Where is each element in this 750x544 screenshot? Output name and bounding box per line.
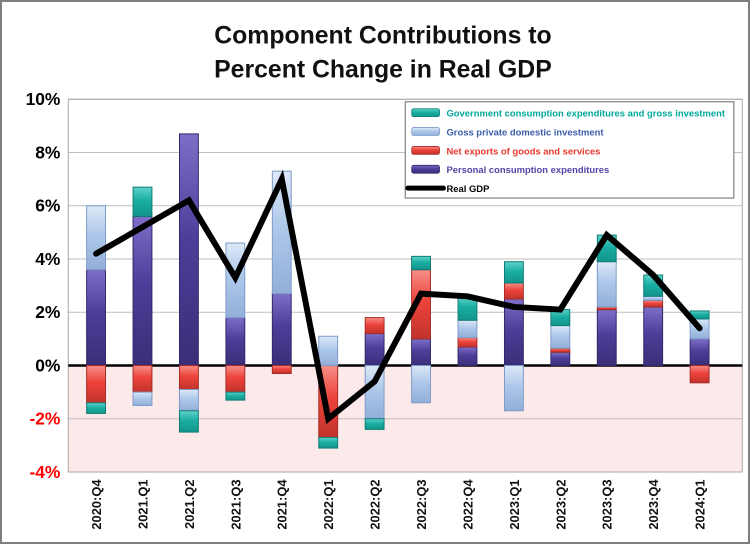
y-tick--4%: -4% — [29, 462, 60, 482]
y-axis-labels: 10% 8% 6% 4% 2% 0% -2% -4% — [26, 89, 61, 482]
legend-label-2: Net exports of goods and services — [446, 145, 600, 156]
y-tick-6%: 6% — [35, 196, 60, 216]
bar-2023:Q2-pce — [550, 351, 571, 367]
x-label-2023:Q1: 2023:Q1 — [507, 479, 522, 529]
x-label-2022:Q1: 2022:Q1 — [321, 479, 336, 529]
bar-2022:Q4-net-exports — [457, 337, 478, 348]
x-label-2023:Q2: 2023:Q2 — [553, 479, 568, 529]
bar-2023:Q1-investment — [503, 365, 524, 412]
bar-2022:Q3-government — [411, 255, 431, 271]
x-label-2022:Q3: 2022:Q3 — [414, 479, 429, 529]
x-label-2022:Q2: 2022:Q2 — [368, 479, 383, 529]
x-label-2021.Q2: 2021.Q2 — [182, 479, 197, 528]
legend-swatch-government-bar — [411, 108, 440, 118]
bar-2021:Q4-pce — [271, 293, 292, 367]
bar-2022:Q4-investment — [457, 319, 478, 339]
bar-2021:Q3-pce — [225, 317, 246, 367]
bar-2021.Q2-pce — [178, 133, 199, 367]
legend-label-0: Government consumption expenditures and … — [446, 108, 725, 119]
x-label-2024:Q1: 2024:Q1 — [693, 479, 708, 529]
bar-2022:Q4-pce — [457, 346, 478, 367]
plot-area: 10% 8% 6% 4% 2% 0% -2% -4% 2020:Q4 2021.Q1 2021.Q2… — [26, 89, 743, 530]
bar-2022:Q3-investment — [411, 365, 431, 404]
bar-2020:Q4-net-exports — [86, 365, 106, 404]
bar-2023:Q3-pce — [596, 309, 617, 367]
bar-2023:Q2-net-exports — [550, 347, 571, 353]
bar-2021.Q2-government — [178, 410, 199, 433]
y-tick-10%: 10% — [26, 89, 61, 109]
legend-swatch-investment-bar — [411, 127, 440, 136]
bar-2024:Q1-pce — [689, 338, 710, 367]
bar-2020:Q4-investment — [86, 205, 106, 271]
bar-2023:Q4-investment — [643, 295, 664, 301]
y-tick-4%: 4% — [35, 249, 60, 269]
x-label-2022:Q4: 2022:Q4 — [460, 479, 475, 530]
y-tick-2%: 2% — [35, 302, 60, 322]
real-gdp-line — [93, 169, 703, 425]
bar-2021.Q1-pce — [132, 215, 153, 367]
legend-label-4: Real GDP — [446, 183, 489, 194]
bar-2021:Q4-net-exports — [271, 365, 292, 375]
bar-2023:Q1-government — [503, 261, 524, 284]
bars-layer — [86, 133, 710, 449]
bar-2022:Q1-investment — [318, 335, 339, 367]
bar-2021.Q2-net-exports — [178, 365, 199, 390]
y-tick-8%: 8% — [35, 142, 60, 162]
legend-label-3: Personal consumption expenditures — [446, 164, 609, 175]
chart-title-line1: Component Contributions to — [214, 23, 551, 50]
bar-2020:Q4-government — [86, 402, 106, 414]
y-tick--2%: -2% — [29, 409, 60, 429]
x-label-2023:Q4: 2023:Q4 — [646, 479, 661, 530]
x-label-2020:Q4: 2020:Q4 — [89, 479, 104, 530]
bar-2021:Q3-government — [225, 391, 246, 401]
x-label-2021:Q3: 2021:Q3 — [228, 479, 243, 529]
bar-2020:Q4-pce — [86, 269, 106, 367]
x-label-2023:Q3: 2023:Q3 — [600, 479, 615, 529]
bar-2021.Q1-investment — [132, 391, 153, 406]
bar-2022:Q2-net-exports — [364, 317, 385, 335]
bar-2024:Q1-net-exports — [689, 365, 710, 384]
bar-2023:Q4-net-exports — [643, 299, 664, 308]
bar-2023:Q3-investment — [596, 261, 617, 308]
y-tick-0%: 0% — [35, 355, 60, 375]
bar-2023:Q1-net-exports — [503, 282, 524, 300]
bar-2022:Q3-pce — [411, 338, 431, 367]
x-axis-labels: 2020:Q4 2021.Q1 2021.Q2 2021:Q3 2021:Q4 2022:… — [89, 479, 708, 530]
bar-2021.Q2-investment — [178, 388, 199, 412]
bar-2021.Q1-net-exports — [132, 365, 153, 393]
bar-2022:Q2-pce — [364, 333, 385, 367]
legend-swatch-pce-bar — [411, 164, 440, 174]
bar-2021:Q3-net-exports — [225, 365, 246, 393]
bar-2022:Q1-government — [318, 436, 339, 449]
x-label-2021:Q4: 2021:Q4 — [275, 479, 290, 530]
chart-title-line2: Percent Change in Real GDP — [214, 56, 552, 83]
plot-border — [67, 98, 743, 473]
legend-swatch-net-exports-bar — [411, 146, 440, 155]
bar-2023:Q2-investment — [550, 325, 571, 349]
legend: Government consumption expenditures and … — [404, 101, 735, 199]
bar-2023:Q4-pce — [643, 306, 664, 367]
bar-2022:Q2-government — [364, 418, 385, 430]
legend-label-1: Gross private domestic investment — [446, 127, 604, 138]
legend-box — [404, 101, 735, 199]
x-label-2021.Q1: 2021.Q1 — [135, 479, 150, 528]
bar-2021.Q1-government — [132, 186, 153, 217]
